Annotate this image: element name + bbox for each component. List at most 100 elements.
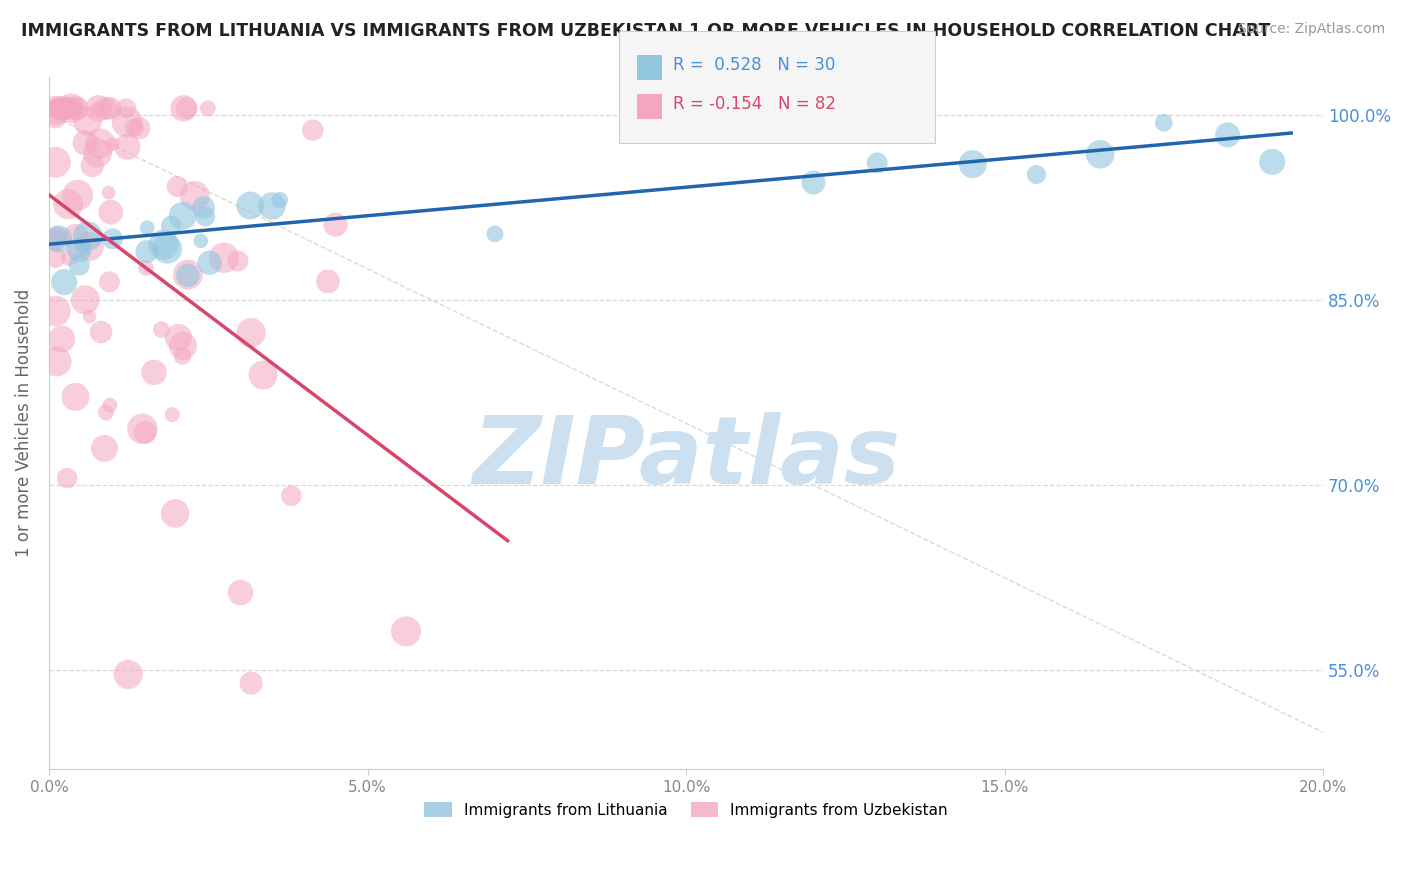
Point: [198, 256, 221, 270]
Point: [100, 205, 122, 219]
Point: [76, 229, 98, 244]
Point: [44, 233, 66, 247]
Point: [44, 304, 66, 318]
Point: [65, 230, 87, 244]
Point: [75, 293, 97, 307]
Point: [45, 354, 67, 368]
Point: [172, 349, 194, 363]
Point: [75, 136, 97, 150]
Point: [44, 101, 66, 115]
Point: [55, 101, 77, 115]
Point: [79, 239, 101, 253]
Point: [117, 667, 139, 681]
Point: [52, 101, 75, 115]
Point: [167, 330, 190, 344]
Point: [51, 101, 73, 115]
Point: [115, 115, 138, 129]
Point: [44, 101, 66, 115]
Text: Source: ZipAtlas.com: Source: ZipAtlas.com: [1237, 22, 1385, 37]
Point: [51, 332, 73, 346]
Point: [193, 201, 215, 215]
Point: [98, 275, 121, 289]
Point: [143, 365, 166, 379]
Point: [76, 114, 98, 128]
Point: [86, 146, 108, 161]
Point: [1025, 168, 1047, 182]
Point: [1153, 116, 1175, 130]
Point: [45, 101, 67, 115]
Point: [212, 251, 235, 265]
Point: [183, 189, 205, 203]
Point: [166, 179, 188, 194]
Point: [60, 101, 83, 115]
Text: R = -0.154   N = 82: R = -0.154 N = 82: [673, 95, 837, 113]
Point: [53, 275, 76, 289]
Point: [128, 121, 150, 136]
Point: [89, 136, 111, 151]
Point: [134, 425, 156, 440]
Point: [1088, 147, 1111, 161]
Point: [82, 158, 104, 172]
Text: ZIPatlas: ZIPatlas: [472, 412, 900, 504]
Point: [97, 186, 120, 200]
Point: [135, 260, 157, 275]
Point: [122, 120, 145, 135]
Point: [260, 199, 283, 213]
Point: [160, 219, 183, 233]
Point: [117, 140, 139, 154]
Point: [316, 274, 339, 288]
Point: [156, 242, 179, 256]
Y-axis label: 1 or more Vehicles in Household: 1 or more Vehicles in Household: [15, 289, 32, 558]
Point: [115, 101, 138, 115]
Point: [44, 103, 66, 118]
Point: [65, 101, 87, 115]
Point: [177, 268, 200, 283]
Point: [136, 220, 159, 235]
Point: [66, 188, 89, 202]
Point: [100, 101, 122, 115]
Point: [79, 310, 101, 324]
Point: [86, 101, 108, 115]
Legend: Immigrants from Lithuania, Immigrants from Uzbekistan: Immigrants from Lithuania, Immigrants fr…: [418, 796, 955, 824]
Point: [93, 442, 115, 456]
Point: [172, 209, 194, 223]
Point: [56, 197, 79, 211]
Point: [484, 227, 506, 241]
Point: [94, 405, 117, 419]
Point: [66, 101, 89, 115]
Point: [172, 339, 194, 353]
Point: [67, 258, 90, 272]
Point: [87, 101, 110, 115]
Point: [94, 101, 117, 115]
Text: IMMIGRANTS FROM LITHUANIA VS IMMIGRANTS FROM UZBEKISTAN 1 OR MORE VEHICLES IN HO: IMMIGRANTS FROM LITHUANIA VS IMMIGRANTS …: [21, 22, 1271, 40]
Point: [866, 156, 889, 170]
Point: [240, 326, 263, 340]
Point: [252, 368, 274, 383]
Point: [325, 218, 347, 232]
Point: [190, 234, 212, 248]
Point: [176, 101, 198, 115]
Point: [1261, 154, 1284, 169]
Point: [44, 155, 66, 169]
Point: [1216, 128, 1239, 142]
Point: [152, 237, 174, 252]
Point: [72, 241, 94, 255]
Point: [67, 243, 90, 257]
Point: [65, 390, 87, 404]
Point: [395, 624, 418, 639]
Point: [45, 230, 67, 244]
Point: [301, 123, 323, 137]
Point: [98, 398, 121, 412]
Point: [44, 101, 66, 115]
Point: [49, 101, 72, 115]
Point: [101, 232, 124, 246]
Point: [56, 101, 79, 115]
Point: [58, 251, 80, 265]
Point: [90, 325, 112, 339]
Point: [803, 176, 825, 190]
Point: [197, 101, 219, 115]
Point: [229, 585, 252, 599]
Point: [173, 101, 195, 115]
Point: [165, 507, 187, 521]
Point: [55, 101, 77, 115]
